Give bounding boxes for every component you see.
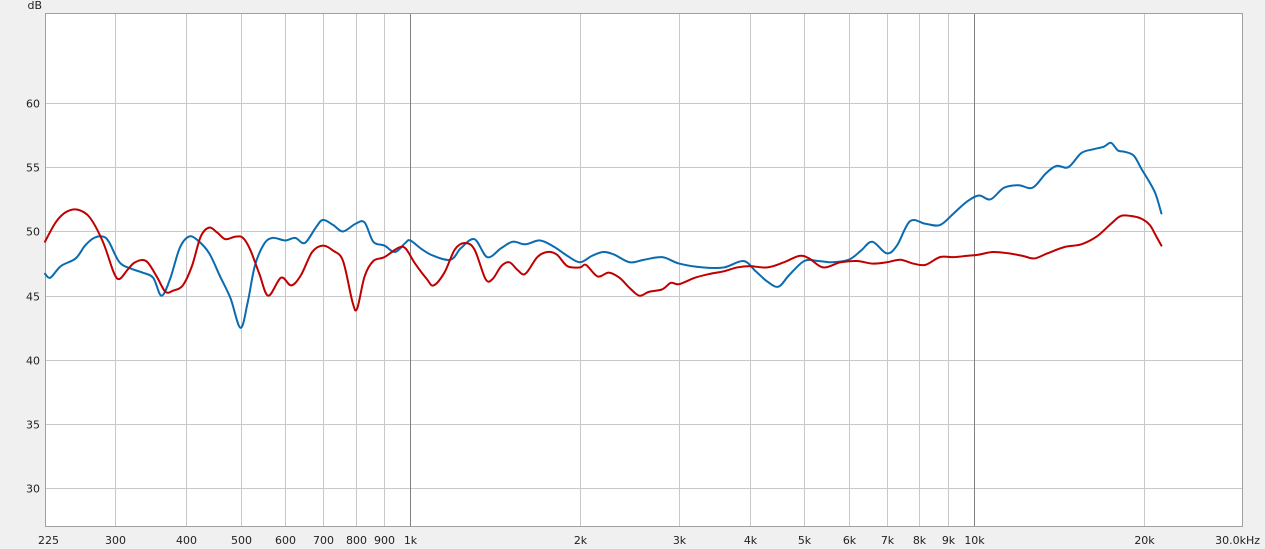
x-tick-label: 700	[313, 534, 334, 547]
x-tick-label: 5k	[798, 534, 812, 547]
x-tick-label: 7k	[881, 534, 895, 547]
x-tick-label: 4k	[744, 534, 758, 547]
x-tick-label: 20k	[1134, 534, 1155, 547]
x-tick-label: 10k	[964, 534, 985, 547]
x-tick-label: 2k	[574, 534, 588, 547]
x-tick-label: 30.0kHz	[1215, 534, 1260, 547]
x-tick-label: 1k	[404, 534, 418, 547]
x-tick-label: 600	[275, 534, 296, 547]
y-tick-label: 45	[26, 291, 40, 304]
y-tick-label: 30	[26, 483, 40, 496]
y-tick-label: 35	[26, 419, 40, 432]
x-tick-label: 900	[374, 534, 395, 547]
y-tick-label: 50	[26, 226, 40, 239]
x-tick-label: 225	[38, 534, 59, 547]
x-tick-label: 6k	[843, 534, 857, 547]
plot-frame	[45, 13, 1243, 527]
x-tick-label: 9k	[942, 534, 956, 547]
y-tick-label: 40	[26, 355, 40, 368]
x-tick-label: 8k	[913, 534, 927, 547]
plot-background	[45, 13, 1243, 527]
y-axis-unit-label: dB	[27, 0, 42, 12]
x-tick-label: 500	[231, 534, 252, 547]
x-tick-label: 300	[105, 534, 126, 547]
x-tick-label: 3k	[673, 534, 687, 547]
y-tick-label: 60	[26, 98, 40, 111]
series-line-2	[44, 208, 1163, 312]
x-tick-label: 800	[346, 534, 367, 547]
x-tick-label: 400	[176, 534, 197, 547]
y-tick-label: 55	[26, 162, 40, 175]
